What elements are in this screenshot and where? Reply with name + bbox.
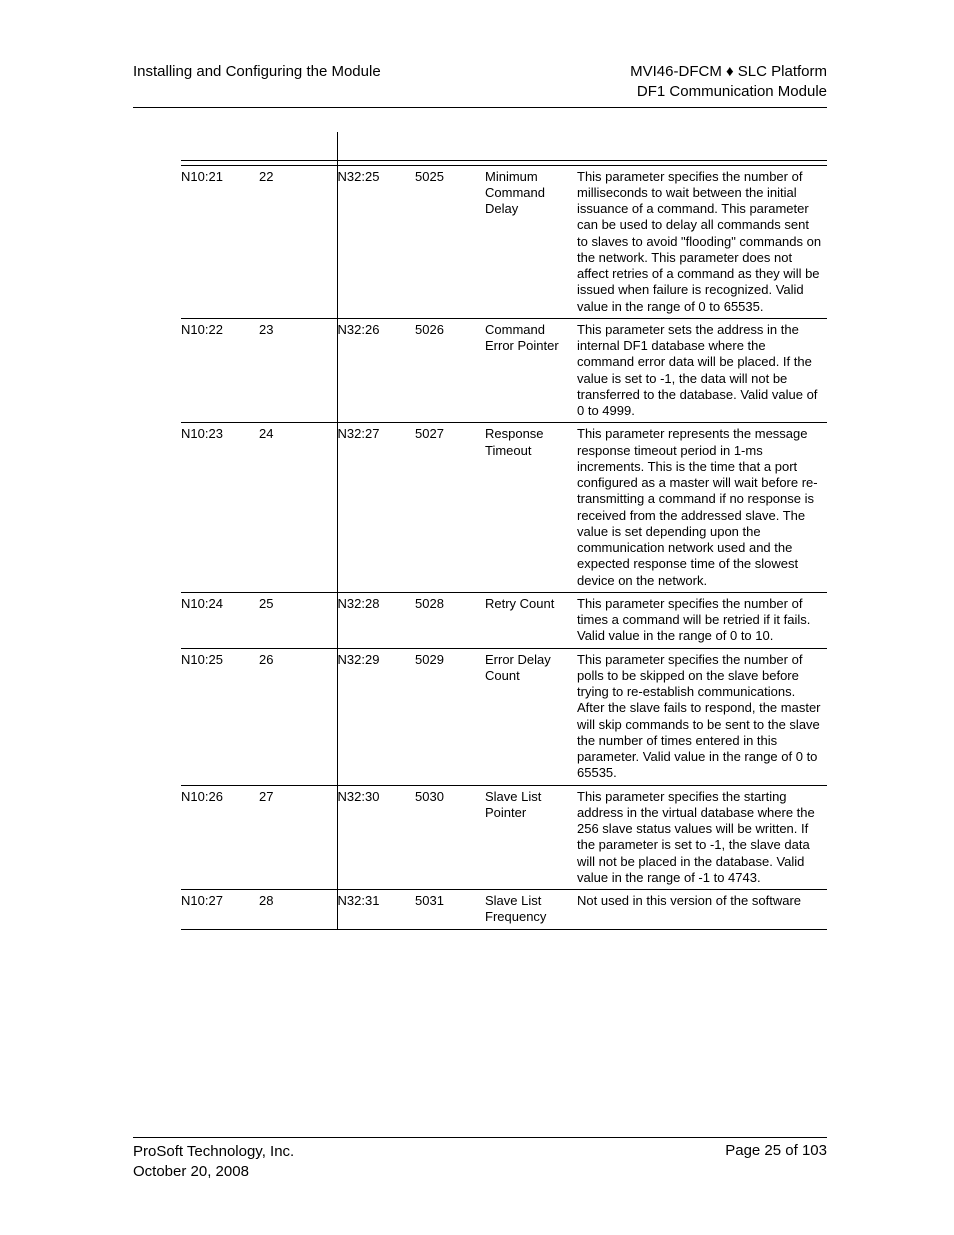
table-cell: N32:27 bbox=[337, 423, 415, 593]
table-cell: N10:26 bbox=[181, 785, 259, 890]
page-footer: ProSoft Technology, Inc. October 20, 200… bbox=[133, 1137, 827, 1181]
table-header-spacer bbox=[181, 132, 827, 160]
table-cell: N10:21 bbox=[181, 165, 259, 318]
table-row: N10:2223N32:265026Command Error PointerT… bbox=[181, 318, 827, 423]
table-cell: This parameter sets the address in the i… bbox=[577, 318, 827, 423]
table-cell: 5027 bbox=[415, 423, 485, 593]
page-header: Installing and Configuring the Module MV… bbox=[133, 62, 827, 108]
table-cell: N10:23 bbox=[181, 423, 259, 593]
table-cell: 5028 bbox=[415, 592, 485, 648]
table-cell: 27 bbox=[259, 785, 337, 890]
footer-page: Page 25 of 103 bbox=[725, 1142, 827, 1181]
table-cell: Minimum Command Delay bbox=[485, 165, 577, 318]
table-cell: 24 bbox=[259, 423, 337, 593]
table-cell: Command Error Pointer bbox=[485, 318, 577, 423]
table-cell: This parameter specifies the number of p… bbox=[577, 648, 827, 785]
table-row: N10:2324N32:275027Response TimeoutThis p… bbox=[181, 423, 827, 593]
table-cell: 5030 bbox=[415, 785, 485, 890]
table-cell: N32:25 bbox=[337, 165, 415, 318]
table-cell: 5025 bbox=[415, 165, 485, 318]
table-cell: This parameter specifies the number of t… bbox=[577, 592, 827, 648]
footer-left: ProSoft Technology, Inc. October 20, 200… bbox=[133, 1142, 294, 1181]
footer-company: ProSoft Technology, Inc. bbox=[133, 1142, 294, 1162]
table-cell: N10:27 bbox=[181, 890, 259, 930]
parameter-table-wrap: N10:2122N32:255025Minimum Command DelayT… bbox=[133, 132, 827, 930]
table-cell: N32:28 bbox=[337, 592, 415, 648]
header-right-line2: DF1 Communication Module bbox=[630, 82, 827, 102]
table-cell: Error Delay Count bbox=[485, 648, 577, 785]
table-row: N10:2526N32:295029Error Delay CountThis … bbox=[181, 648, 827, 785]
table-cell: 5026 bbox=[415, 318, 485, 423]
table-cell: Slave List Frequency bbox=[485, 890, 577, 930]
table-cell: N10:25 bbox=[181, 648, 259, 785]
table-cell: Slave List Pointer bbox=[485, 785, 577, 890]
table-cell: 28 bbox=[259, 890, 337, 930]
table-cell: 25 bbox=[259, 592, 337, 648]
table-row: N10:2627N32:305030Slave List PointerThis… bbox=[181, 785, 827, 890]
table-cell: Retry Count bbox=[485, 592, 577, 648]
table-cell: 26 bbox=[259, 648, 337, 785]
table-cell: This parameter represents the message re… bbox=[577, 423, 827, 593]
parameter-table: N10:2122N32:255025Minimum Command DelayT… bbox=[181, 132, 827, 930]
table-cell: N10:22 bbox=[181, 318, 259, 423]
table-cell: This parameter specifies the starting ad… bbox=[577, 785, 827, 890]
header-left: Installing and Configuring the Module bbox=[133, 62, 381, 101]
table-row: N10:2122N32:255025Minimum Command DelayT… bbox=[181, 165, 827, 318]
header-right: MVI46-DFCM ♦ SLC Platform DF1 Communicat… bbox=[630, 62, 827, 101]
table-cell: 23 bbox=[259, 318, 337, 423]
table-cell: Response Timeout bbox=[485, 423, 577, 593]
header-right-line1: MVI46-DFCM ♦ SLC Platform bbox=[630, 62, 827, 82]
table-cell: N32:26 bbox=[337, 318, 415, 423]
table-cell: N10:24 bbox=[181, 592, 259, 648]
table-cell: N32:31 bbox=[337, 890, 415, 930]
table-row: N10:2728N32:315031Slave List FrequencyNo… bbox=[181, 890, 827, 930]
table-cell: 5031 bbox=[415, 890, 485, 930]
table-cell: 5029 bbox=[415, 648, 485, 785]
table-cell: Not used in this version of the software bbox=[577, 890, 827, 930]
footer-date: October 20, 2008 bbox=[133, 1162, 294, 1182]
table-cell: N32:30 bbox=[337, 785, 415, 890]
table-cell: N32:29 bbox=[337, 648, 415, 785]
table-cell: This parameter specifies the number of m… bbox=[577, 165, 827, 318]
table-row: N10:2425N32:285028Retry CountThis parame… bbox=[181, 592, 827, 648]
table-cell: 22 bbox=[259, 165, 337, 318]
